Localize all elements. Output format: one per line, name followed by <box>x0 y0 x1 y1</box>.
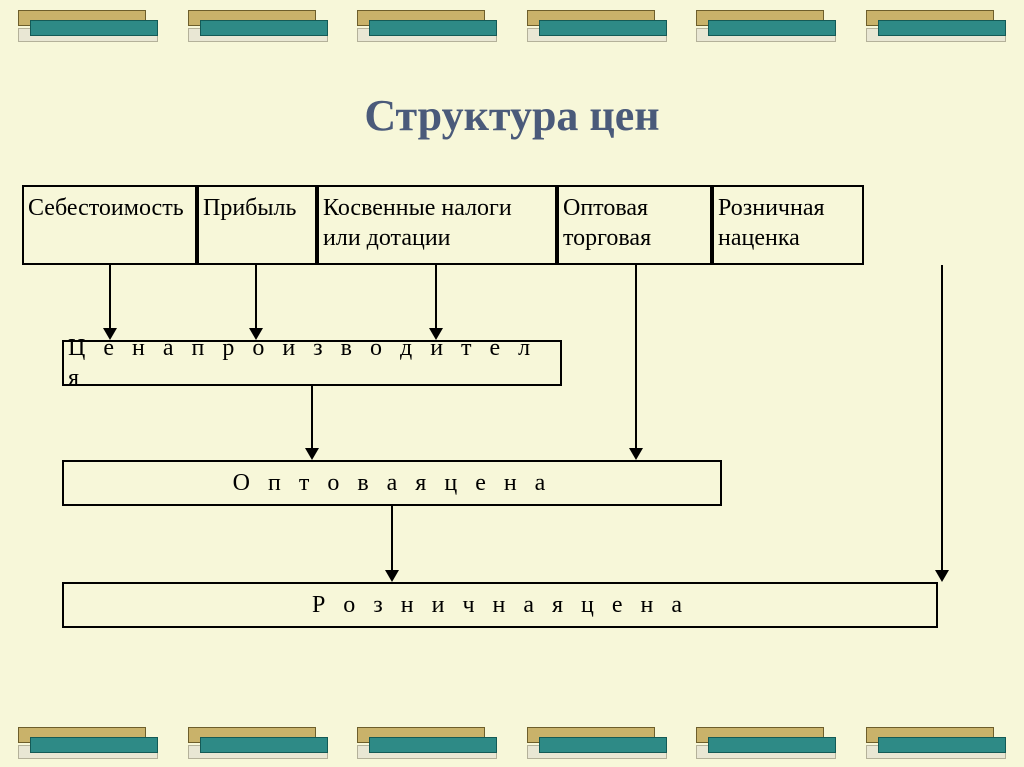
level-retail-price: Р о з н и ч н а я ц е н а <box>62 582 938 628</box>
cell-taxes: Косвенные налоги или дотации <box>317 185 557 265</box>
deco-block <box>188 10 328 44</box>
deco-block <box>866 10 1006 44</box>
level-label: Р о з н и ч н а я ц е н а <box>312 590 688 620</box>
decoration-top <box>0 10 1024 46</box>
page-title: Структура цен <box>0 90 1024 141</box>
deco-block <box>527 10 667 44</box>
cell-profit: Прибыль <box>197 185 317 265</box>
cell-label: Оптовая торговая <box>563 193 706 253</box>
level-label: Ц е н а п р о и з в о д и т е л я <box>68 333 556 393</box>
cell-label: Косвенные налоги или дотации <box>323 193 551 253</box>
deco-block <box>696 10 836 44</box>
deco-block <box>18 10 158 44</box>
level-label: О п т о в а я ц е н а <box>233 468 552 498</box>
cell-wholesale-margin: Оптовая торговая <box>557 185 712 265</box>
decoration-bottom <box>0 727 1024 763</box>
cell-cost: Себестоимость <box>22 185 197 265</box>
deco-block <box>866 727 1006 761</box>
deco-block <box>357 727 497 761</box>
deco-block <box>527 727 667 761</box>
cell-label: Розничная наценка <box>718 193 858 253</box>
deco-block <box>696 727 836 761</box>
cell-label: Себестоимость <box>28 193 184 223</box>
deco-block <box>188 727 328 761</box>
level-producer-price: Ц е н а п р о и з в о д и т е л я <box>62 340 562 386</box>
deco-block <box>357 10 497 44</box>
level-wholesale-price: О п т о в а я ц е н а <box>62 460 722 506</box>
deco-block <box>18 727 158 761</box>
cell-label: Прибыль <box>203 193 296 223</box>
cell-retail-margin: Розничная наценка <box>712 185 864 265</box>
